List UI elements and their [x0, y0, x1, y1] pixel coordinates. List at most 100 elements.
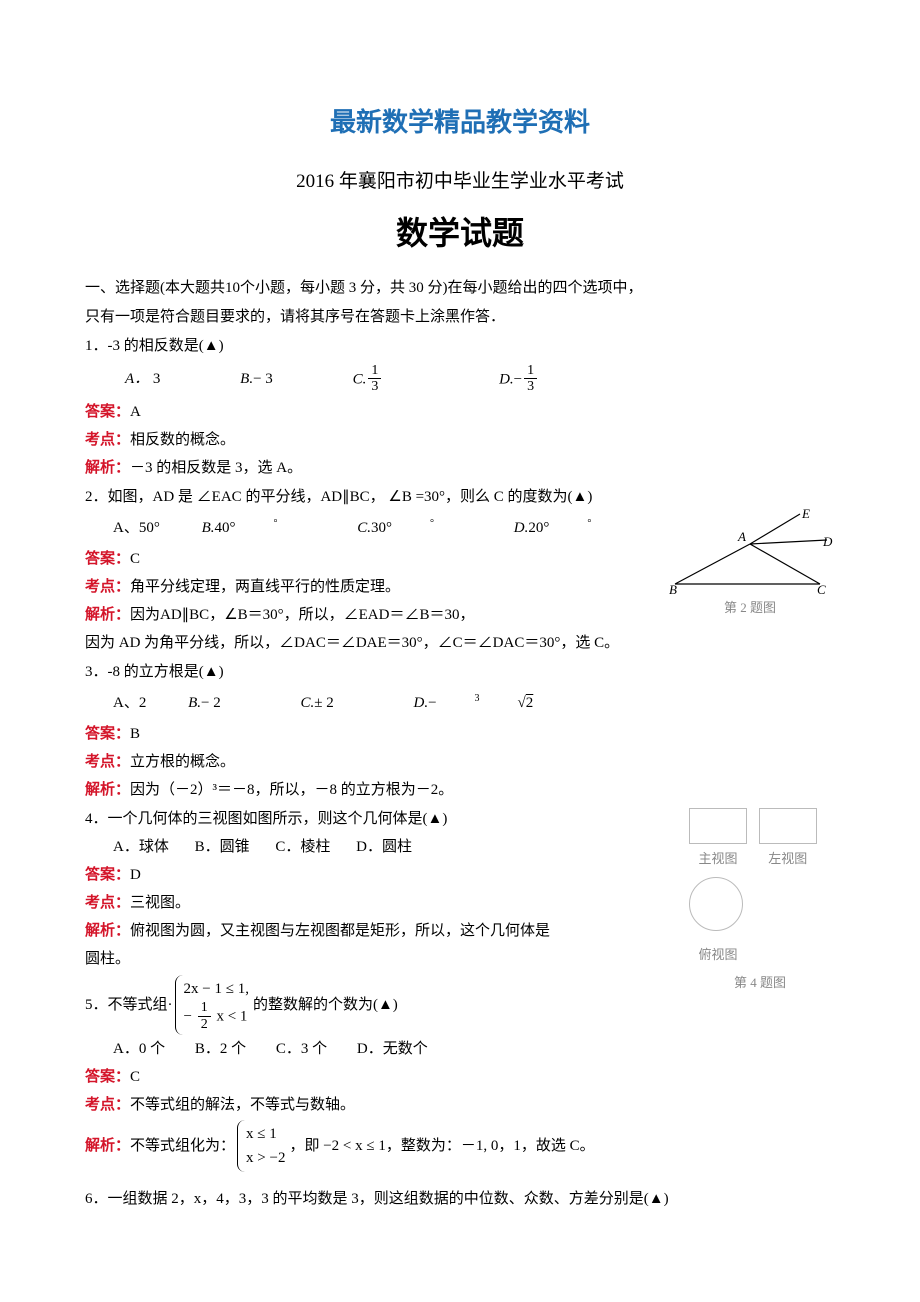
q2-fig-caption: 第 2 题图 — [665, 596, 835, 619]
q5-kaodian: 不等式组的解法，不等式与数轴。 — [130, 1097, 355, 1113]
cap-main: 主视图 — [685, 847, 751, 870]
q2-label-D: D — [822, 534, 833, 549]
jiexi-label: 解析： — [85, 782, 130, 798]
question-2: E A D B C 第 2 题图 2．如图，AD 是 ∠EAC 的平分线，AD∥… — [85, 484, 835, 657]
jiexi-label: 解析： — [85, 460, 130, 476]
q2-stem-c: =30°，则么 C 的度数为(▲) — [416, 489, 593, 505]
q6-stem: 6．一组数据 2，x，4，3，3 的平均数是 3，则这组数据的中位数、众数、方差… — [85, 1186, 835, 1213]
cap-left: 左视图 — [755, 847, 821, 870]
q4-jiexi-1: 俯视图为圆，又主视图与左视图都是矩形，所以，这个几何体是 — [130, 923, 550, 939]
kaodian-label: 考点： — [85, 579, 130, 595]
q4-optB: B．圆锥 — [195, 839, 250, 855]
q5-stem-b: 的整数解的个数为(▲) — [253, 992, 398, 1019]
answer-label: 答案： — [85, 404, 130, 420]
q5-optC: C．3 个 — [276, 1041, 327, 1057]
q3-kaodian: 立方根的概念。 — [130, 754, 235, 770]
question-1: 1．-3 的相反数是(▲) A． 3 B.− 3 C.13 D.−13 答案：A… — [85, 333, 835, 483]
q1-optD-label: D. — [499, 371, 514, 387]
q1-options: A． 3 B.− 3 C.13 D.−13 — [85, 364, 835, 396]
q3-optC: ± 2 — [314, 690, 333, 717]
q4-optD: D．圆柱 — [356, 839, 412, 855]
jiexi-label: 解析： — [85, 607, 130, 623]
q1-optC-frac: 13 — [368, 363, 419, 395]
kaodian-label: 考点： — [85, 432, 130, 448]
q5-jiexi-a: 不等式组化为： — [130, 1133, 235, 1160]
q2-label-A: A — [737, 529, 746, 544]
instructions-line-2: 只有一项是符合题目要求的，请将其序号在答题卡上涂黑作答． — [85, 304, 835, 331]
q4-kaodian: 三视图。 — [130, 895, 190, 911]
q5-sys-r2: − 12 x < 1 — [184, 1001, 249, 1033]
question-4: 主视图 左视图 俯视图 第 4 题图 4．一个几何体的三视图如图所示，则这个几何… — [85, 806, 835, 973]
q2-label-B: B — [669, 582, 677, 596]
q5-jx-system: x ≤ 1 x > −2 — [237, 1120, 285, 1172]
q5-sys-r2-a: − — [184, 1009, 192, 1025]
jiexi-label: 解析： — [85, 1133, 130, 1160]
q2-stem-b: 的平分线，AD∥BC， — [245, 489, 384, 505]
q5-sys-r2-b: x < 1 — [216, 1009, 247, 1025]
q1-answer: A — [130, 404, 141, 420]
q5-optB: B．2 个 — [195, 1041, 246, 1057]
q2-jiexi-1: 因为AD∥BC，∠B＝30°，所以，∠EAD＝∠B＝30， — [130, 607, 474, 623]
q2-jiexi-2: 因为 AD 为角平分线，所以，∠DAC＝∠DAE＝30°，∠C＝∠DAC＝30°… — [85, 630, 835, 657]
q2-answer: C — [130, 551, 140, 567]
q1-kaodian: 相反数的概念。 — [130, 432, 235, 448]
q5-sys-r2-frac: 12 — [198, 1000, 211, 1032]
q1-optA-label: A． — [125, 371, 149, 387]
q2-optD: 20° — [528, 515, 549, 542]
q3-optD-idx: 3 — [475, 690, 480, 708]
q2-optC-label: C. — [357, 520, 371, 536]
q2-optB-label: B. — [202, 520, 215, 536]
q3-optB: − 2 — [201, 690, 221, 717]
q2-optC: 30° — [371, 515, 392, 542]
q4-figure: 主视图 左视图 俯视图 第 4 题图 — [685, 806, 835, 994]
q2-figure: E A D B C 第 2 题图 — [665, 506, 835, 619]
q5-optD: D．无数个 — [357, 1041, 428, 1057]
answer-label: 答案： — [85, 726, 130, 742]
page-title: 数学试题 — [85, 205, 835, 263]
q2-optB: 40° — [215, 515, 236, 542]
q4-optC: C．棱柱 — [275, 839, 330, 855]
q2-stem-angle: ∠EAC — [197, 489, 242, 505]
q2-label-E: E — [801, 506, 810, 521]
q3-optC-label: C. — [300, 695, 314, 711]
q1-jiexi: －3 的相反数是 3，选 A。 — [130, 460, 302, 476]
q1-optB-label: B. — [240, 371, 253, 387]
q1-stem: 1．-3 的相反数是(▲) — [85, 333, 835, 360]
q5-stem-a: 5．不等式组· — [85, 992, 173, 1019]
q4-optA: A．球体 — [113, 839, 169, 855]
q5-optA: A．0 个 — [113, 1041, 165, 1057]
question-3: 3．-8 的立方根是(▲) A、2 B.− 2 C.± 2 D.−3√2 答案：… — [85, 659, 835, 804]
view-left-box — [759, 808, 817, 844]
q5-sys-r1: 2x − 1 ≤ 1, — [184, 977, 249, 1001]
q3-optB-label: B. — [188, 695, 201, 711]
cap-top: 俯视图 — [685, 943, 751, 966]
jiexi-label: 解析： — [85, 923, 130, 939]
q3-answer: B — [130, 726, 140, 742]
q2-stem-angb: ∠B — [388, 489, 411, 505]
q2-optD-label: D. — [514, 520, 529, 536]
kaodian-label: 考点： — [85, 1097, 130, 1113]
answer-label: 答案： — [85, 551, 130, 567]
view-top-circle — [689, 877, 743, 931]
q2-kaodian: 角平分线定理，两直线平行的性质定理。 — [130, 579, 400, 595]
question-5: 5．不等式组· 2x − 1 ≤ 1, − 12 x < 1 的整数解的个数为(… — [85, 975, 835, 1172]
q3-stem: 3．-8 的立方根是(▲) — [85, 659, 835, 686]
q2-optA: A、50° — [113, 515, 160, 542]
q1-optD-frac: 13 — [524, 363, 575, 395]
q3-optA: A、2 — [113, 690, 146, 717]
kaodian-label: 考点： — [85, 895, 130, 911]
instructions-line-1: 一、选择题(本大题共10个小题，每小题 3 分，共 30 分)在每小题给出的四个… — [85, 275, 835, 302]
answer-label: 答案： — [85, 867, 130, 883]
q5-jx-r1: x ≤ 1 — [246, 1122, 285, 1146]
q2-stem-a: 2．如图，AD 是 — [85, 489, 193, 505]
q5-jx-r2: x > −2 — [246, 1146, 285, 1170]
question-6: 6．一组数据 2，x，4，3，3 的平均数是 3，则这组数据的中位数、众数、方差… — [85, 1186, 835, 1213]
view-main-box — [689, 808, 747, 844]
q3-optD-pre: − — [428, 690, 436, 717]
q5-system: 2x − 1 ≤ 1, − 12 x < 1 — [175, 975, 249, 1035]
q4-fig-caption: 第 4 题图 — [685, 971, 835, 994]
q3-jiexi: 因为（－2）³＝－8，所以，－8 的立方根为－2。 — [130, 782, 453, 798]
q5-answer: C — [130, 1069, 140, 1085]
q1-optB: − 3 — [253, 366, 273, 393]
q5-jiexi: 解析： 不等式组化为： x ≤ 1 x > −2 ，即 −2 < x ≤ 1，整… — [85, 1120, 835, 1172]
